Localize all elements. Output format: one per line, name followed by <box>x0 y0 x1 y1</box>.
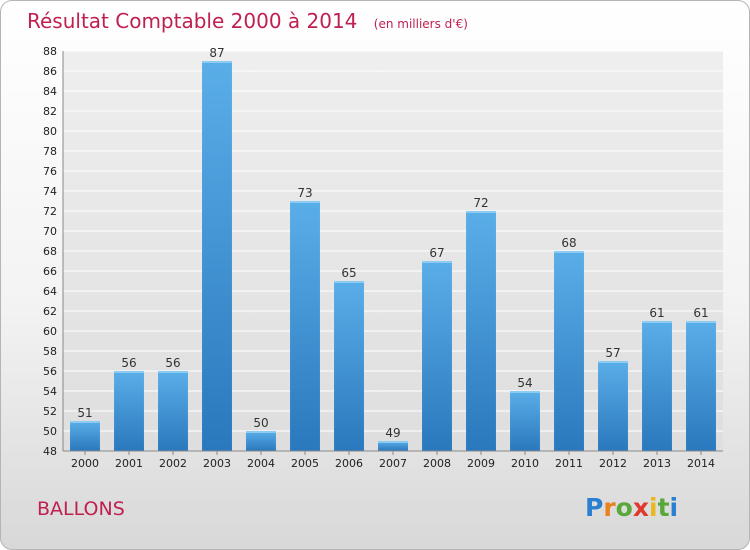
data-label: 56 <box>121 356 136 370</box>
bar <box>378 441 408 451</box>
data-label: 72 <box>473 196 488 210</box>
x-tick-label: 2005 <box>291 457 319 470</box>
x-tick-label: 2004 <box>247 457 275 470</box>
bar <box>686 321 716 451</box>
x-tick-label: 2006 <box>335 457 363 470</box>
bar <box>114 371 144 451</box>
x-tick-label: 2011 <box>555 457 583 470</box>
bar <box>598 361 628 451</box>
data-label: 54 <box>517 376 532 390</box>
y-tick-label: 60 <box>43 325 57 338</box>
x-axis: 2000 2001 2002 2003 2004 2005 2006 2007 2008 2009… <box>63 450 723 470</box>
x-tick-label: 2010 <box>511 457 539 470</box>
data-label: 87 <box>209 46 224 60</box>
x-tick-label: 2002 <box>159 457 187 470</box>
bar-highlight <box>202 61 232 63</box>
bar-highlight <box>290 201 320 203</box>
chart-title: Résultat Comptable 2000 à 2014 (en milli… <box>27 9 468 33</box>
bar-highlight <box>554 251 584 253</box>
data-label: 61 <box>693 306 708 320</box>
y-tick-label: 72 <box>43 205 57 218</box>
logo-letter: r <box>603 493 616 522</box>
bar <box>334 281 364 451</box>
bar <box>290 201 320 451</box>
logo-letter: x <box>633 493 649 522</box>
x-tick-label: 2000 <box>71 457 99 470</box>
x-tick-label: 2009 <box>467 457 495 470</box>
bar-highlight <box>334 281 364 283</box>
logo-letter: i <box>670 493 679 522</box>
bars: 51 56 56 87 50 73 65 49 67 72 54 68 57 61 61 <box>70 46 716 451</box>
data-label: 56 <box>165 356 180 370</box>
bar-highlight <box>158 371 188 373</box>
logo-letter: i <box>649 493 658 522</box>
bar <box>70 421 100 451</box>
bar-highlight <box>642 321 672 323</box>
x-tick-label: 2001 <box>115 457 143 470</box>
x-tick-label: 2007 <box>379 457 407 470</box>
bar-highlight <box>510 391 540 393</box>
data-label: 61 <box>649 306 664 320</box>
bar-highlight <box>686 321 716 323</box>
proxiti-logo-text: Proxiti <box>585 493 678 522</box>
bar <box>422 261 452 451</box>
x-tick-label: 2014 <box>687 457 715 470</box>
y-tick-label: 54 <box>43 385 57 398</box>
y-tick-label: 80 <box>43 125 57 138</box>
bar-highlight <box>422 261 452 263</box>
data-label: 68 <box>561 236 576 250</box>
y-tick-label: 64 <box>43 285 57 298</box>
y-tick-label: 78 <box>43 145 57 158</box>
y-tick-label: 76 <box>43 165 57 178</box>
y-axis: 48 50 52 54 56 58 60 62 64 66 68 70 72 74 76 78 80 82 84 86… <box>43 45 64 458</box>
bar-highlight <box>246 431 276 433</box>
commune-name: BALLONS <box>37 498 125 520</box>
x-tick-label: 2012 <box>599 457 627 470</box>
bar <box>158 371 188 451</box>
chart-subtitle: (en milliers d'€) <box>374 17 468 31</box>
y-tick-label: 58 <box>43 345 57 358</box>
bar-highlight <box>114 371 144 373</box>
logo-letter: o <box>616 493 633 522</box>
y-tick-label: 68 <box>43 245 57 258</box>
data-label: 67 <box>429 246 444 260</box>
bar-highlight <box>378 441 408 443</box>
y-tick-label: 62 <box>43 305 57 318</box>
x-tick-label: 2008 <box>423 457 451 470</box>
y-tick-label: 70 <box>43 225 57 238</box>
data-label: 73 <box>297 186 312 200</box>
y-tick-label: 82 <box>43 105 57 118</box>
y-tick-label: 48 <box>43 445 57 458</box>
y-tick-label: 66 <box>43 265 57 278</box>
x-tick-label: 2013 <box>643 457 671 470</box>
bar-highlight <box>598 361 628 363</box>
logo-letter: P <box>585 493 603 522</box>
chart-title-main: Résultat Comptable 2000 à 2014 <box>27 9 357 33</box>
y-tick-label: 50 <box>43 425 57 438</box>
data-label: 50 <box>253 416 268 430</box>
x-tick-label: 2003 <box>203 457 231 470</box>
bar-highlight <box>70 421 100 423</box>
y-tick-label: 84 <box>43 85 57 98</box>
bar <box>642 321 672 451</box>
logo-letter: t <box>658 493 670 522</box>
y-tick-label: 52 <box>43 405 57 418</box>
data-label: 49 <box>385 426 400 440</box>
bar <box>202 61 232 451</box>
y-tick-label: 74 <box>43 185 57 198</box>
y-tick-label: 86 <box>43 65 57 78</box>
y-tick-label: 56 <box>43 365 57 378</box>
bar-highlight <box>466 211 496 213</box>
bar <box>466 211 496 451</box>
bar <box>554 251 584 451</box>
bar <box>510 391 540 451</box>
data-label: 57 <box>605 346 620 360</box>
y-tick-label: 88 <box>43 45 57 58</box>
data-label: 65 <box>341 266 356 280</box>
proxiti-logo: Proxiti <box>585 493 678 522</box>
data-label: 51 <box>77 406 92 420</box>
bar <box>246 431 276 451</box>
